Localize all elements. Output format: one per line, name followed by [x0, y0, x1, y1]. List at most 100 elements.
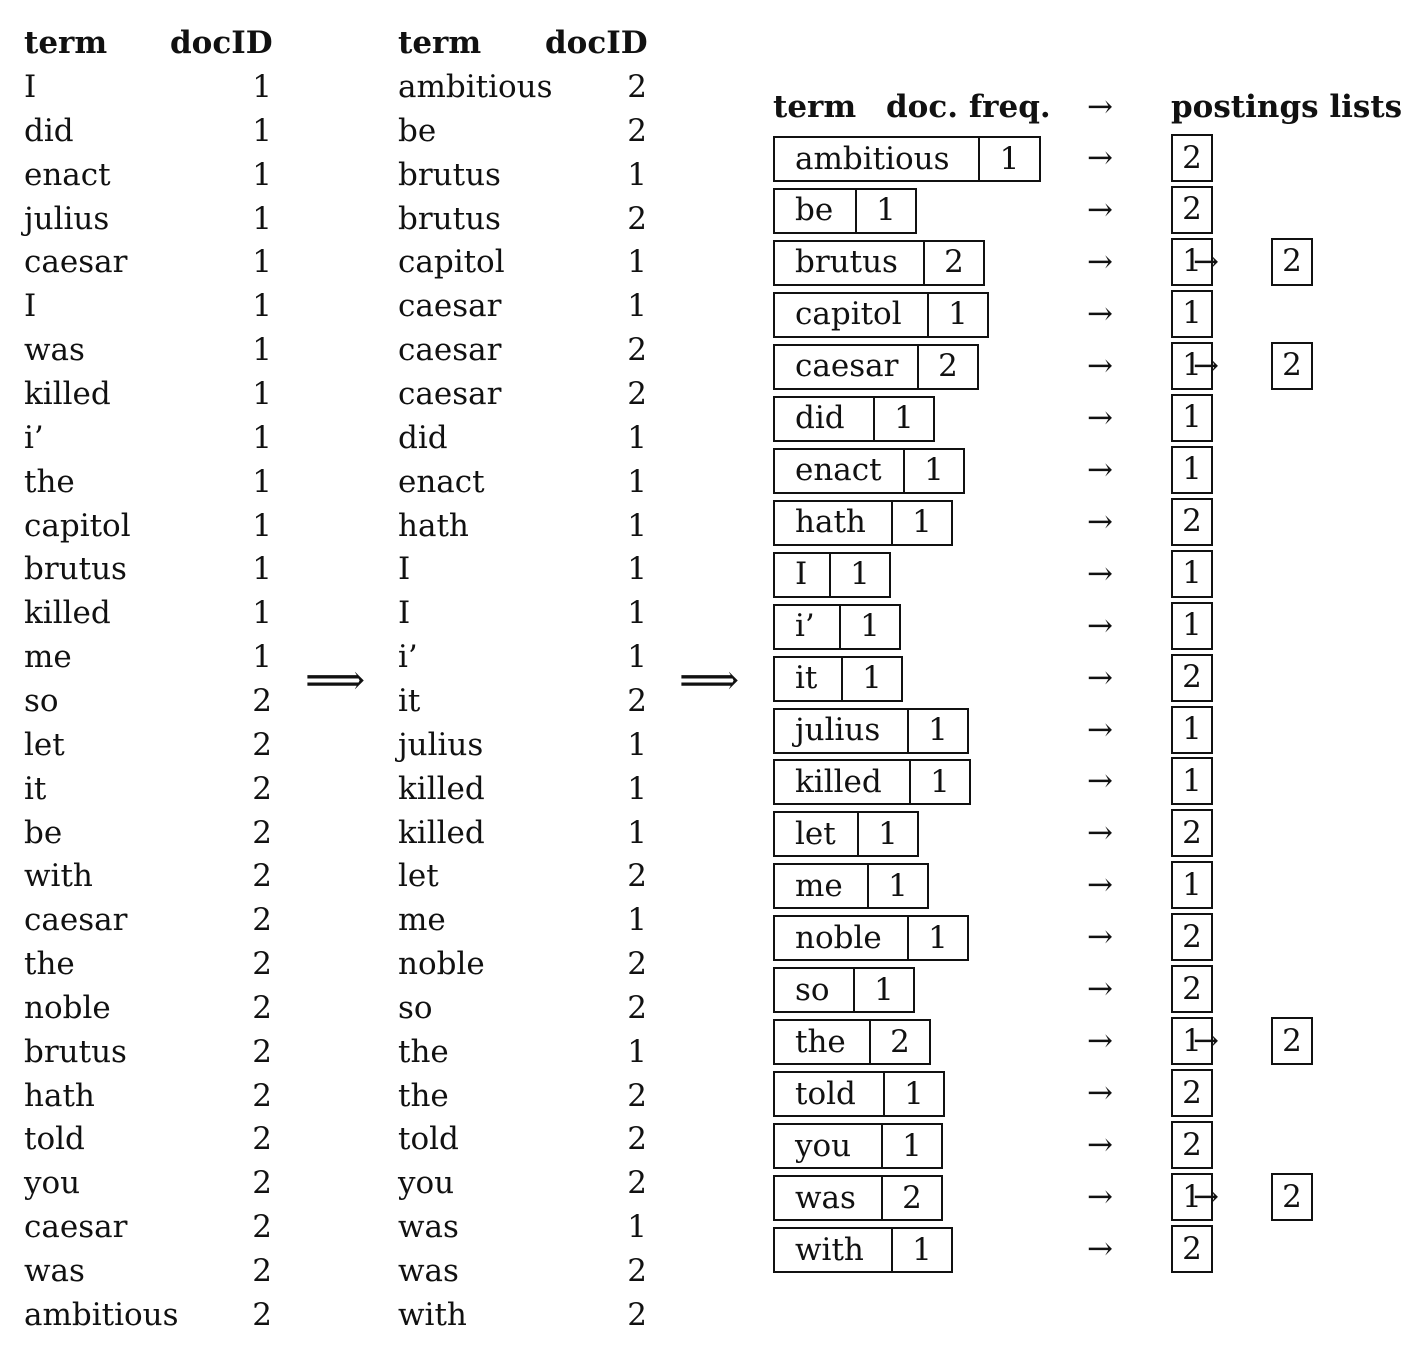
dict-term: did	[795, 400, 845, 437]
posting-link-arrow: →	[1193, 347, 1219, 384]
term-box: caesar 2	[773, 343, 979, 390]
docid-cell: 2	[252, 1121, 272, 1158]
docid-cell: 1	[252, 112, 272, 149]
posting-box: 2	[1171, 185, 1213, 234]
pointer-arrow: →	[1087, 347, 1113, 384]
term-cell: caesar	[24, 902, 128, 939]
posting-link-arrow: →	[1193, 1179, 1219, 1215]
dict-term: enact	[795, 452, 882, 489]
doc-freq: 1	[902, 1127, 922, 1164]
docid-cell: 1	[627, 507, 647, 544]
docid-cell: 1	[627, 419, 647, 456]
pointer-arrow: →	[1087, 919, 1113, 956]
term-cell: I	[398, 595, 411, 632]
posting-box: 2	[1171, 1121, 1213, 1170]
term-cell: so	[24, 682, 59, 719]
box-divider	[907, 915, 909, 962]
left-term-header: term	[24, 25, 108, 61]
doc-freq: 1	[862, 660, 882, 696]
term-cell: julius	[398, 726, 484, 763]
pointer-arrow: →	[1087, 1023, 1113, 1060]
term-box: did 1	[773, 395, 935, 442]
posting-box: 1	[1171, 705, 1213, 754]
sort-arrow: ⟹	[305, 655, 366, 704]
box-divider	[873, 395, 875, 442]
docid-cell: 1	[627, 156, 647, 193]
docid-cell: 2	[627, 69, 647, 105]
posting-box: 2	[1271, 341, 1313, 390]
doc-freq: 1	[876, 192, 896, 229]
docid-cell: 1	[252, 332, 272, 369]
pointer-arrow: →	[1087, 1075, 1113, 1112]
docid-cell: 1	[627, 639, 647, 676]
posting-box: 1	[1171, 445, 1213, 494]
docid-cell: 1	[627, 551, 647, 588]
term-cell: with	[398, 1296, 467, 1333]
term-cell: be	[24, 814, 63, 851]
term-box: let 1	[773, 811, 919, 858]
term-cell: me	[398, 902, 446, 939]
term-cell: told	[24, 1121, 85, 1158]
term-cell: julius	[24, 200, 110, 237]
term-cell: it	[398, 682, 421, 719]
box-divider	[839, 603, 841, 650]
posting-box: 1	[1171, 289, 1213, 338]
doc-freq: 1	[930, 763, 950, 800]
term-cell: hath	[398, 507, 469, 544]
pointer-arrow: →	[1087, 243, 1113, 280]
docid-cell: 1	[627, 726, 647, 763]
term-cell: capitol	[24, 507, 131, 544]
posting-box: 1	[1171, 861, 1213, 910]
term-box: with 1	[773, 1227, 953, 1273]
posting-box: 1	[1171, 757, 1213, 806]
box-divider	[927, 291, 929, 338]
term-cell: caesar	[398, 332, 502, 369]
posting-link-arrow: →	[1193, 1023, 1219, 1060]
term-cell: killed	[24, 595, 111, 632]
posting-box: 2	[1171, 965, 1213, 1014]
docid-cell: 2	[252, 1253, 272, 1289]
box-divider	[883, 1071, 885, 1118]
dict-term: i’	[795, 608, 815, 644]
docid-cell: 1	[627, 770, 647, 807]
docid-cell: 1	[252, 200, 272, 237]
term-box: julius 1	[773, 707, 969, 754]
term-box: be 1	[773, 187, 917, 234]
term-box: was 2	[773, 1175, 943, 1221]
term-box: hath 1	[773, 499, 953, 546]
box-divider	[903, 447, 905, 494]
dict-term: me	[795, 867, 843, 904]
docid-cell: 1	[252, 69, 272, 105]
term-cell: did	[24, 112, 74, 149]
posting-box: 1	[1171, 1173, 1213, 1221]
docid-cell: 1	[627, 288, 647, 325]
posting-box: 2	[1171, 809, 1213, 858]
doc-freq: 1	[999, 140, 1020, 177]
docid-cell: 2	[252, 989, 272, 1026]
middle-term-header: term	[398, 25, 482, 61]
term-cell: I	[24, 288, 37, 325]
term-cell: was	[398, 1209, 459, 1246]
term-box: i’ 1	[773, 603, 901, 650]
doc-freq: 2	[938, 348, 958, 385]
docid-cell: 2	[627, 112, 647, 149]
term-cell: brutus	[24, 551, 127, 588]
term-cell: ambitious	[398, 69, 553, 105]
term-box: brutus 2	[773, 239, 985, 286]
term-cell: killed	[398, 814, 485, 851]
term-cell: did	[398, 419, 448, 456]
docid-cell: 2	[252, 1077, 272, 1114]
doc-freq: 1	[928, 712, 948, 748]
pointer-arrow: →	[1087, 295, 1113, 332]
posting-box: 2	[1171, 1069, 1213, 1118]
dict-term: capitol	[795, 296, 902, 333]
doc-freq: 1	[894, 400, 914, 437]
docid-cell: 2	[627, 1077, 647, 1114]
posting-box: 2	[1271, 1017, 1313, 1066]
doc-freq: 1	[912, 504, 932, 541]
term-box: capitol 1	[773, 291, 989, 338]
docid-cell: 1	[627, 595, 647, 632]
term-cell: brutus	[24, 1033, 127, 1070]
term-cell: noble	[398, 946, 485, 982]
